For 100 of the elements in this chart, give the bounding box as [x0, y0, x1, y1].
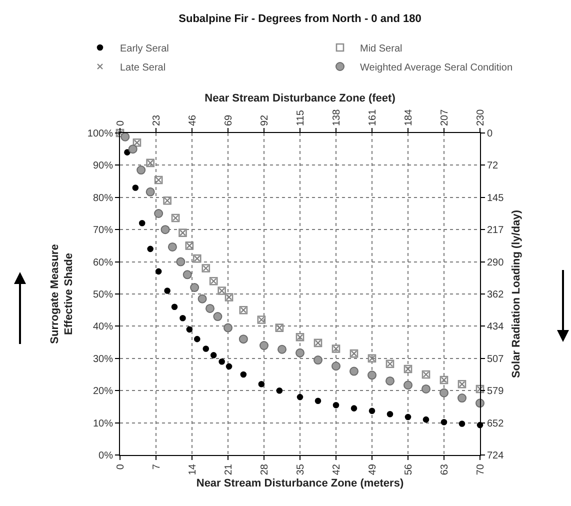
point: [186, 326, 193, 333]
y2-tick-label: 724: [487, 450, 504, 462]
y-tick-label: 60%: [92, 257, 114, 268]
point: [146, 187, 155, 196]
x-axis-title: Near Stream Disturbance Zone (meters): [196, 477, 404, 490]
point: [168, 242, 177, 252]
point: [278, 344, 286, 354]
point: [258, 381, 265, 388]
y2-axis-title: Solar Radiation Loading (ly/day): [510, 210, 522, 378]
point: [160, 225, 170, 234]
x2-tick-label: 46: [187, 114, 198, 126]
point: [238, 334, 248, 344]
x2-tick-label: 23: [151, 114, 162, 126]
y-tick-label: 70%: [92, 225, 114, 236]
point: [218, 358, 225, 365]
x2-tick-label: 161: [367, 108, 378, 126]
x-tick-label: 0: [115, 464, 126, 470]
x-tick-label: 56: [403, 464, 414, 476]
point: [180, 315, 186, 322]
y2-tick-label: 0: [487, 128, 493, 140]
point: [164, 288, 170, 294]
y2-tick-label: 290: [487, 257, 504, 268]
x-tick-label: 49: [367, 464, 378, 476]
point: [314, 356, 322, 365]
x2-tick-label: 115: [295, 110, 306, 126]
point: [368, 370, 376, 380]
legend-label: Early Seral: [120, 43, 169, 54]
point: [138, 220, 146, 226]
y-tick-label: 90%: [92, 160, 114, 172]
y2-tick-label: 579: [487, 386, 504, 398]
y2-tick-label: 72: [487, 160, 499, 172]
x2-axis-title: Near Stream Disturbance Zone (feet): [204, 92, 396, 105]
point: [210, 352, 217, 358]
x-tick-label: 21: [223, 464, 234, 476]
point: [386, 410, 394, 418]
y2-tick-label: 652: [487, 418, 504, 430]
point: [136, 166, 146, 175]
point: [404, 414, 412, 420]
chart-title: Subalpine Fir - Degrees from North - 0 and 180: [178, 12, 422, 25]
x-tick-label: 70: [475, 464, 486, 476]
point: [182, 270, 192, 280]
point: [440, 419, 448, 426]
point: [260, 341, 268, 350]
point: [276, 387, 283, 394]
y-tick-label: 10%: [92, 418, 114, 430]
point: [332, 362, 340, 371]
x2-tick-label: 92: [259, 114, 270, 126]
x-tick-label: 28: [259, 464, 270, 476]
point: [202, 346, 210, 352]
x2-tick-label: 230: [475, 108, 486, 126]
y2-tick-label: 434: [487, 322, 504, 333]
legend-label: Mid Seral: [360, 43, 402, 54]
y-tick-label: 20%: [92, 386, 114, 398]
point: [154, 209, 164, 218]
point: [296, 348, 304, 358]
x2-tick-label: 207: [439, 108, 450, 126]
point: [386, 376, 394, 386]
point: [332, 402, 340, 408]
point: [176, 257, 186, 266]
y-tick-label: 80%: [92, 192, 114, 204]
point: [147, 246, 154, 252]
x2-tick-label: 0: [115, 120, 126, 126]
y2-tick-label: 217: [487, 225, 504, 236]
y2-tick-label: 507: [487, 354, 504, 365]
y-tick-label: 100%: [87, 128, 114, 140]
point: [422, 416, 430, 423]
point: [422, 384, 430, 394]
point: [314, 398, 322, 404]
point: [240, 371, 247, 378]
point: [198, 294, 207, 304]
point: [458, 394, 466, 403]
point: [155, 268, 162, 275]
point: [194, 336, 200, 342]
y2-tick-label: 145: [487, 192, 504, 204]
point: [190, 283, 200, 292]
point: [128, 144, 138, 154]
y2-tick-label: 362: [487, 290, 504, 300]
legend-label: Weighted Average Seral Condition: [360, 62, 513, 74]
x-tick-label: 14: [187, 464, 198, 476]
point: [350, 366, 358, 376]
point: [120, 132, 130, 142]
y-axis-title: Surrogate Measure Effective Shade: [48, 244, 76, 344]
x-tick-label: 7: [151, 464, 162, 470]
point: [458, 420, 466, 427]
x-tick-label: 63: [439, 464, 450, 476]
x2-tick-label: 184: [403, 108, 414, 126]
point: [206, 304, 214, 313]
point: [350, 405, 358, 412]
point: [171, 304, 178, 310]
point: [213, 312, 222, 322]
x-tick-label: 42: [331, 464, 342, 476]
x2-tick-label: 69: [223, 114, 234, 126]
point: [404, 380, 412, 390]
y-tick-label: 30%: [92, 354, 114, 365]
y-tick-label: 40%: [92, 322, 114, 333]
point: [124, 149, 130, 156]
x2-tick-label: 138: [331, 108, 342, 126]
y-tick-label: 0%: [98, 450, 114, 462]
point: [226, 363, 232, 370]
point: [296, 394, 304, 400]
